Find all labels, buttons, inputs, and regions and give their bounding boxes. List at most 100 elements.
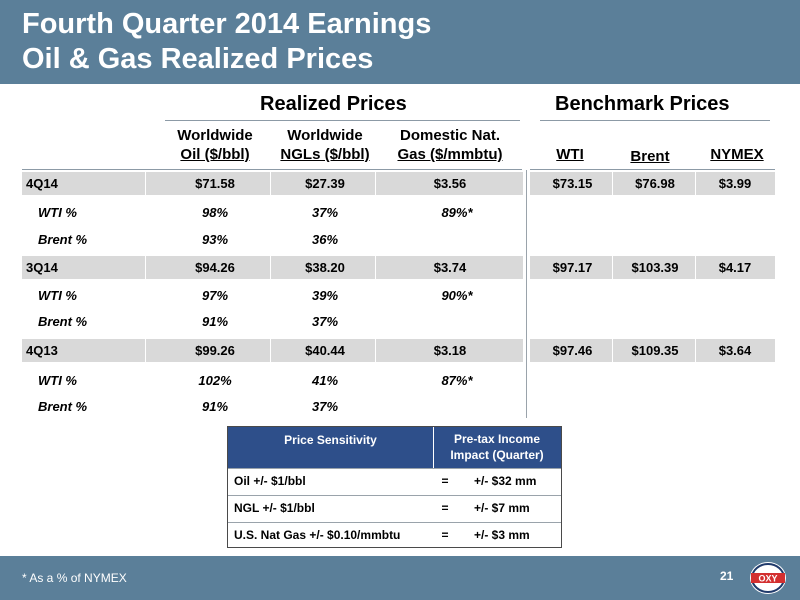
cell-nymex: $4.17 [718, 260, 752, 275]
oxy-logo-icon: OXY [750, 562, 786, 594]
cell-gas: 87%* [441, 373, 473, 388]
col-head-oil: Worldwide Oil ($/bbl) [165, 126, 265, 164]
cell-ngl: 37% [311, 205, 339, 220]
section-divider [526, 170, 527, 418]
cell-separator [612, 339, 613, 362]
cell-wti: $73.15 [552, 176, 593, 191]
realized-rule [165, 120, 520, 121]
cell-separator [375, 256, 376, 279]
row-label: WTI % [38, 288, 77, 303]
cell-ngl: 37% [311, 314, 339, 329]
table-row-band [22, 339, 523, 362]
cell-oil: 91% [201, 399, 229, 414]
cell-ngl: $38.20 [305, 260, 345, 275]
table-row-band [22, 256, 523, 279]
cell-brent: $109.35 [631, 343, 679, 358]
cell-oil: $71.58 [195, 176, 235, 191]
col-head-gas: Domestic Nat. Gas ($/mmbtu) [385, 126, 515, 164]
cell-separator [695, 256, 696, 279]
col-head-oil-l1: Worldwide [177, 127, 253, 144]
cell-gas: $3.56 [433, 176, 467, 191]
cell-separator [695, 172, 696, 195]
cell-gas: 89%* [441, 205, 473, 220]
col-head-ngl-l1: Worldwide [287, 127, 363, 144]
sensitivity-row: Oil +/- $1/bbl = +/- $32 mm [228, 468, 561, 494]
col-head-ngl-l2: NGLs ($/bbl) [280, 146, 370, 163]
cell-gas: $3.18 [433, 343, 467, 358]
cell-separator [612, 256, 613, 279]
row-label: Brent % [38, 232, 88, 247]
sensitivity-item: NGL +/- $1/bbl [234, 501, 315, 515]
cell-oil: 102% [198, 373, 232, 388]
col-head-oil-l2: Oil ($/bbl) [180, 146, 250, 163]
cell-oil: $94.26 [195, 260, 235, 275]
col-head-wti-label: WTI [556, 146, 584, 163]
col-head-gas-l1: Domestic Nat. [399, 127, 501, 144]
sensitivity-header: Price Sensitivity Pre-tax Income Impact … [228, 427, 561, 468]
cell-separator [145, 339, 146, 362]
cell-wti: $97.46 [552, 343, 593, 358]
cell-separator [145, 172, 146, 195]
sensitivity-item: Oil +/- $1/bbl [234, 474, 306, 488]
col-head-nymex-label: NYMEX [710, 146, 764, 163]
col-head-gas-l2: Gas ($/mmbtu) [397, 146, 503, 163]
cell-separator [612, 172, 613, 195]
cell-brent: $103.39 [631, 260, 679, 275]
cell-oil: 91% [201, 314, 229, 329]
slide-header: Fourth Quarter 2014 Earnings Oil & Gas R… [0, 0, 800, 84]
cell-oil: $99.26 [195, 343, 235, 358]
bench-head-rule [530, 169, 775, 170]
cell-oil: 98% [201, 205, 229, 220]
sensitivity-header-col2: Pre-tax Income Impact (Quarter) [450, 432, 544, 462]
slide-title-line2: Oil & Gas Realized Prices [22, 43, 374, 75]
row-label: 3Q14 [26, 260, 58, 275]
row-label: WTI % [38, 373, 77, 388]
col-head-nymex: NYMEX [700, 145, 774, 164]
bench-row-band [530, 172, 775, 195]
sensitivity-row: NGL +/- $1/bbl = +/- $7 mm [228, 495, 561, 521]
cell-wti: $97.17 [552, 260, 593, 275]
cell-ngl: 36% [311, 232, 339, 247]
row-label: 4Q14 [26, 176, 58, 191]
sensitivity-header-col1: Price Sensitivity [284, 433, 377, 447]
bench-row-band [530, 339, 775, 362]
cell-gas: 90%* [441, 288, 473, 303]
sensitivity-header-separator [433, 427, 434, 468]
row-label: WTI % [38, 205, 77, 220]
cell-ngl: $40.44 [305, 343, 345, 358]
col-head-brent: Brent [620, 147, 680, 166]
cell-nymex: $3.99 [718, 176, 752, 191]
col-head-wti: WTI [545, 145, 595, 164]
cell-brent: $76.98 [635, 176, 675, 191]
row-label: Brent % [38, 314, 88, 329]
table-head-rule [22, 169, 522, 170]
cell-separator [695, 339, 696, 362]
cell-oil: 97% [201, 288, 229, 303]
cell-oil: 93% [201, 232, 229, 247]
benchmark-prices-title: Benchmark Prices [555, 93, 730, 115]
cell-separator [145, 256, 146, 279]
sensitivity-item: U.S. Nat Gas +/- $0.10/mmbtu [234, 528, 401, 542]
oxy-logo-text: OXY [758, 574, 777, 584]
cell-ngl: 39% [311, 288, 339, 303]
cell-nymex: $3.64 [718, 343, 752, 358]
bench-row-band [530, 256, 775, 279]
cell-ngl: 41% [311, 373, 339, 388]
sensitivity-row: U.S. Nat Gas +/- $0.10/mmbtu = +/- $3 mm [228, 522, 561, 548]
sensitivity-equals: = [441, 501, 449, 515]
benchmark-rule [540, 120, 770, 121]
sensitivity-impact: +/- $3 mm [474, 528, 530, 542]
sensitivity-impact: +/- $32 mm [474, 474, 537, 488]
footnote: * As a % of NYMEX [22, 571, 127, 585]
col-head-ngl: Worldwide NGLs ($/bbl) [270, 126, 380, 164]
sensitivity-impact: +/- $7 mm [474, 501, 530, 515]
cell-separator [375, 339, 376, 362]
cell-separator [270, 172, 271, 195]
sensitivity-equals: = [441, 474, 449, 488]
page-number: 21 [720, 569, 734, 583]
slide-title-line1: Fourth Quarter 2014 Earnings [22, 8, 432, 40]
slide-footer: * As a % of NYMEX 21 [0, 556, 800, 600]
col-head-brent-label: Brent [630, 148, 670, 165]
oxy-logo: OXY [748, 560, 788, 596]
cell-ngl: $27.39 [305, 176, 345, 191]
